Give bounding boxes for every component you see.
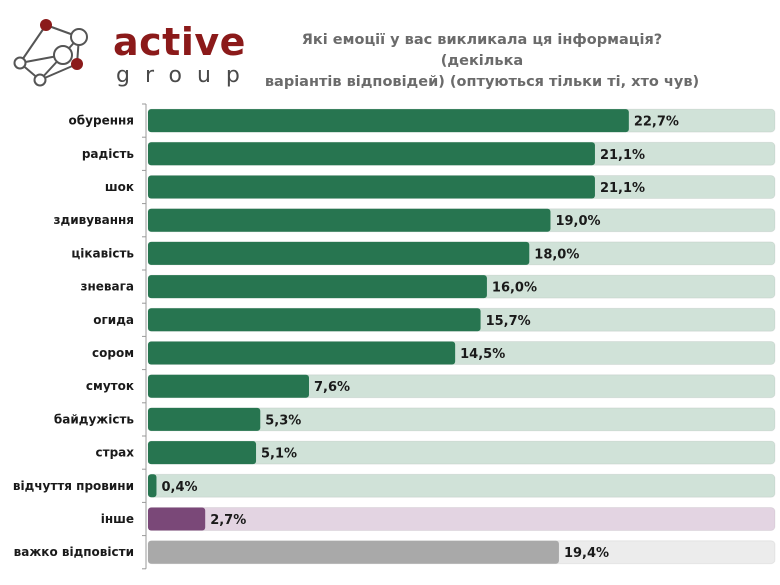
bar bbox=[148, 241, 530, 265]
data-label: 14,5% bbox=[460, 347, 505, 362]
logo: active group bbox=[10, 12, 250, 92]
category-label: сором bbox=[92, 346, 134, 360]
category-label: цікавість bbox=[71, 246, 134, 260]
data-label: 7,6% bbox=[314, 380, 350, 395]
bar bbox=[148, 275, 487, 299]
category-label: страх bbox=[96, 446, 135, 460]
category-label: радість bbox=[82, 147, 135, 161]
category-label: важко відповісти bbox=[14, 545, 134, 559]
data-label: 19,4% bbox=[564, 546, 609, 561]
data-label: 19,0% bbox=[555, 214, 600, 229]
data-label: 22,7% bbox=[634, 115, 679, 130]
category-label: зневага bbox=[81, 280, 134, 294]
category-label: інше bbox=[101, 512, 134, 526]
bar bbox=[148, 109, 629, 133]
bar bbox=[148, 374, 309, 398]
chart-title-line-2: варіантів відповідей) (оптуються тільки … bbox=[264, 74, 700, 90]
category-label: здивування bbox=[54, 213, 134, 227]
network-nodes-icon bbox=[13, 19, 88, 87]
data-label: 15,7% bbox=[486, 314, 531, 329]
bar bbox=[148, 540, 559, 564]
data-label: 5,1% bbox=[261, 447, 297, 462]
labels: обурення 22,7% радість 21,1% шок 21,1% здивува… bbox=[13, 114, 679, 562]
chart-title-line-1: Які емоції у вас викликала ця інформація… bbox=[301, 32, 663, 69]
category-label: огида bbox=[93, 313, 134, 327]
chart-title: Які емоції у вас викликала ця інформація… bbox=[262, 30, 702, 93]
logo-brand-text: active bbox=[113, 20, 246, 64]
data-label: 21,1% bbox=[600, 148, 645, 163]
category-label: відчуття провини bbox=[13, 479, 134, 493]
data-label: 16,0% bbox=[492, 281, 537, 296]
bar bbox=[148, 507, 206, 531]
bars bbox=[147, 108, 776, 565]
data-label: 5,3% bbox=[265, 413, 301, 428]
bar bbox=[148, 341, 456, 365]
bar bbox=[148, 142, 595, 166]
logo-sub-text: group bbox=[116, 63, 255, 88]
bar bbox=[148, 208, 551, 232]
bar bbox=[148, 308, 481, 332]
y-axis bbox=[142, 103, 147, 570]
bar bbox=[148, 175, 595, 199]
category-label: шок bbox=[105, 180, 134, 194]
category-label: обурення bbox=[69, 114, 134, 128]
category-label: байдужість bbox=[54, 412, 135, 426]
data-label: 18,0% bbox=[534, 247, 579, 262]
data-label: 21,1% bbox=[600, 181, 645, 196]
bar bbox=[148, 407, 261, 431]
bar bbox=[148, 441, 257, 465]
bar bbox=[148, 474, 157, 498]
data-label: 0,4% bbox=[161, 480, 197, 495]
data-label: 2,7% bbox=[210, 513, 246, 528]
category-label: смуток bbox=[86, 379, 134, 393]
bar-track bbox=[147, 473, 776, 498]
